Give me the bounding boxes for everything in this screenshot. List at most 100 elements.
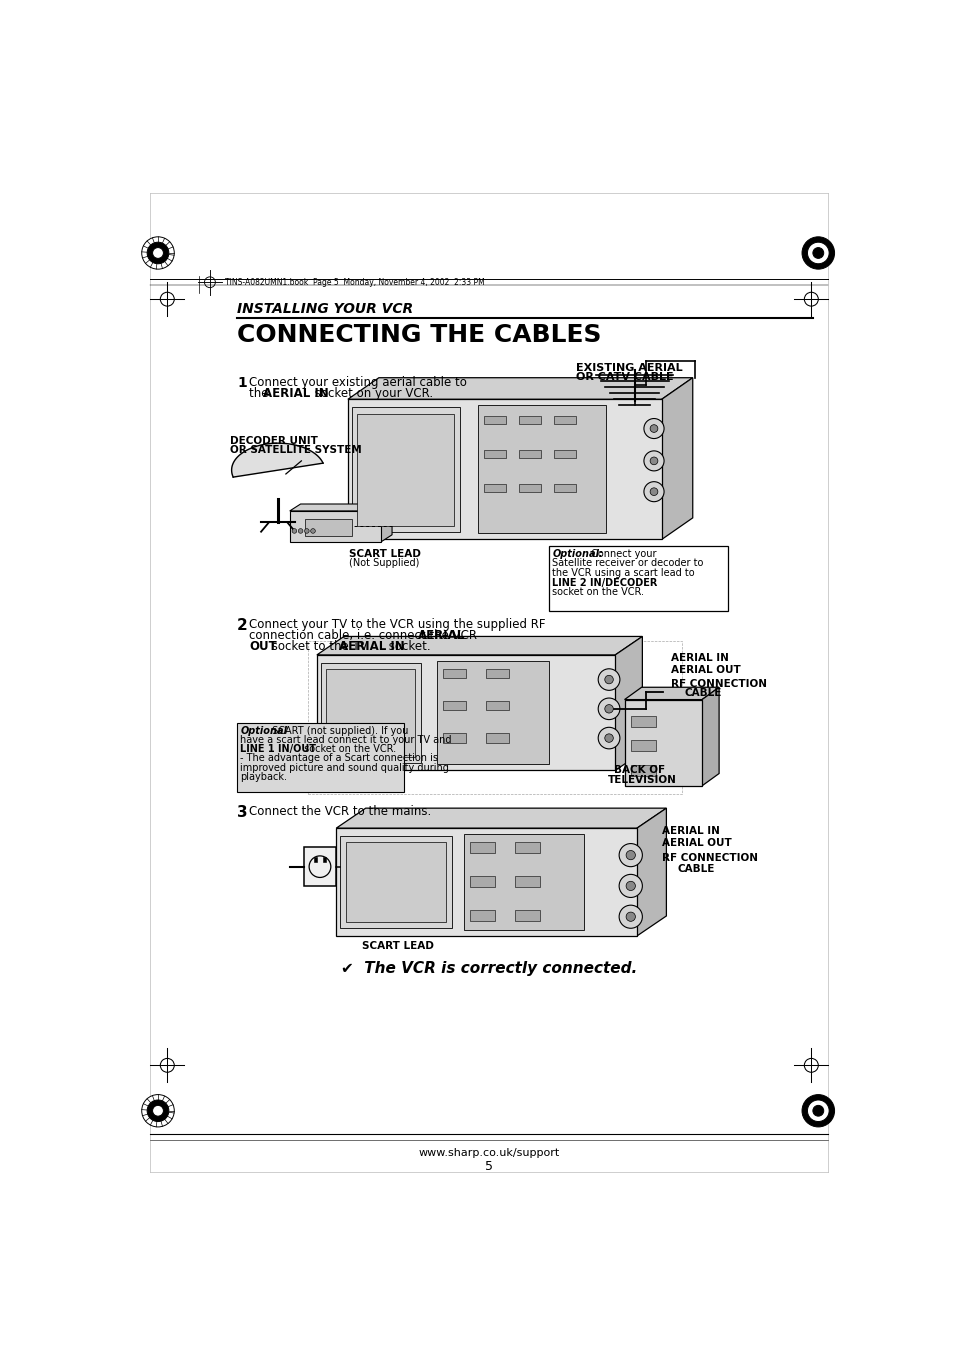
Circle shape bbox=[292, 528, 296, 534]
Circle shape bbox=[147, 242, 169, 263]
Bar bbox=[470, 842, 495, 852]
Text: socket.: socket. bbox=[385, 639, 430, 653]
Text: Connect your existing aerial cable to: Connect your existing aerial cable to bbox=[249, 376, 467, 389]
Text: AERIAL OUT: AERIAL OUT bbox=[670, 665, 740, 676]
Circle shape bbox=[298, 528, 303, 534]
Circle shape bbox=[649, 424, 658, 432]
Bar bbox=[518, 484, 540, 492]
Bar bbox=[352, 407, 459, 532]
Text: socket to the TV: socket to the TV bbox=[268, 639, 371, 653]
Text: playback.: playback. bbox=[240, 771, 287, 782]
Polygon shape bbox=[316, 636, 641, 655]
Bar bbox=[485, 701, 509, 711]
Text: SCART (not supplied). If you: SCART (not supplied). If you bbox=[269, 725, 408, 736]
Circle shape bbox=[604, 734, 613, 742]
Polygon shape bbox=[381, 504, 392, 542]
Text: - The advantage of a Scart connection is: - The advantage of a Scart connection is bbox=[240, 754, 437, 763]
Circle shape bbox=[604, 676, 613, 684]
Circle shape bbox=[625, 881, 635, 890]
Text: have a scart lead connect it to your TV and: have a scart lead connect it to your TV … bbox=[240, 735, 451, 744]
Bar bbox=[290, 511, 381, 542]
Text: OUT: OUT bbox=[249, 639, 277, 653]
Text: SCART LEAD: SCART LEAD bbox=[362, 942, 434, 951]
Bar bbox=[484, 416, 505, 424]
Circle shape bbox=[806, 242, 828, 263]
Text: ✔  The VCR is correctly connected.: ✔ The VCR is correctly connected. bbox=[340, 962, 637, 977]
Bar bbox=[303, 847, 335, 886]
Polygon shape bbox=[232, 443, 323, 477]
Text: the: the bbox=[249, 386, 273, 400]
Bar bbox=[518, 416, 540, 424]
Text: Connect your: Connect your bbox=[587, 549, 656, 559]
Bar bbox=[436, 661, 549, 765]
Circle shape bbox=[152, 247, 163, 258]
Circle shape bbox=[598, 727, 619, 748]
Polygon shape bbox=[637, 808, 666, 936]
Bar bbox=[443, 669, 466, 678]
Bar bbox=[307, 642, 681, 793]
Bar bbox=[477, 405, 605, 534]
Circle shape bbox=[812, 247, 822, 258]
Bar bbox=[345, 842, 446, 923]
Circle shape bbox=[806, 1100, 828, 1121]
Text: OR SATELLITE SYSTEM: OR SATELLITE SYSTEM bbox=[230, 446, 361, 455]
Text: (Not Supplied): (Not Supplied) bbox=[348, 558, 418, 567]
Circle shape bbox=[618, 843, 641, 867]
Text: TINS-A082UMN1.book  Page 5  Monday, November 4, 2002  2:33 PM: TINS-A082UMN1.book Page 5 Monday, Novemb… bbox=[224, 278, 484, 286]
Bar bbox=[554, 484, 575, 492]
Text: Connect your TV to the VCR using the supplied RF: Connect your TV to the VCR using the sup… bbox=[249, 617, 545, 631]
Bar bbox=[554, 416, 575, 424]
Bar bbox=[464, 835, 583, 929]
Circle shape bbox=[643, 451, 663, 471]
Text: CABLE: CABLE bbox=[684, 688, 721, 698]
Text: connection cable, i.e. connect the VCR: connection cable, i.e. connect the VCR bbox=[249, 628, 480, 642]
Text: socket on the VCR.: socket on the VCR. bbox=[301, 744, 396, 754]
Text: 3: 3 bbox=[236, 805, 248, 820]
Bar bbox=[443, 734, 466, 743]
Circle shape bbox=[311, 528, 315, 534]
Bar bbox=[356, 413, 454, 526]
Bar bbox=[484, 484, 505, 492]
Text: CABLE: CABLE bbox=[677, 863, 714, 874]
Text: AERIAL IN: AERIAL IN bbox=[339, 639, 405, 653]
Text: the VCR using a scart lead to: the VCR using a scart lead to bbox=[552, 567, 695, 578]
Circle shape bbox=[801, 236, 834, 269]
Circle shape bbox=[625, 912, 635, 921]
Circle shape bbox=[598, 698, 619, 720]
Bar bbox=[549, 546, 727, 611]
Circle shape bbox=[147, 1100, 169, 1121]
Text: AERIAL IN: AERIAL IN bbox=[263, 386, 329, 400]
Text: INSTALLING YOUR VCR: INSTALLING YOUR VCR bbox=[236, 303, 413, 316]
Text: improved picture and sound quality during: improved picture and sound quality durin… bbox=[240, 763, 449, 773]
Text: DECODER UNIT: DECODER UNIT bbox=[230, 436, 317, 446]
Text: www.sharp.co.uk/support: www.sharp.co.uk/support bbox=[417, 1148, 559, 1158]
Polygon shape bbox=[615, 636, 641, 770]
Circle shape bbox=[643, 419, 663, 439]
Text: 5: 5 bbox=[484, 1161, 493, 1173]
Polygon shape bbox=[335, 808, 666, 828]
Circle shape bbox=[625, 851, 635, 859]
Circle shape bbox=[649, 488, 658, 496]
Text: CONNECTING THE CABLES: CONNECTING THE CABLES bbox=[236, 323, 601, 347]
Circle shape bbox=[643, 482, 663, 501]
Text: Optional: Optional bbox=[240, 725, 287, 736]
Text: RF CONNECTION: RF CONNECTION bbox=[661, 852, 757, 863]
Bar bbox=[323, 858, 326, 862]
Bar bbox=[443, 701, 466, 711]
Polygon shape bbox=[348, 378, 692, 400]
Text: EXISTING AERIAL: EXISTING AERIAL bbox=[576, 363, 682, 373]
Polygon shape bbox=[290, 504, 392, 511]
Circle shape bbox=[604, 705, 613, 713]
Bar bbox=[485, 669, 509, 678]
Bar bbox=[335, 828, 637, 936]
Bar bbox=[348, 400, 661, 539]
Bar bbox=[305, 519, 352, 535]
Circle shape bbox=[812, 1105, 822, 1116]
Bar bbox=[515, 909, 539, 920]
Bar bbox=[320, 662, 421, 763]
Text: Connect the VCR to the mains.: Connect the VCR to the mains. bbox=[249, 805, 432, 819]
Bar bbox=[326, 669, 415, 757]
Bar bbox=[470, 875, 495, 886]
Bar bbox=[470, 909, 495, 920]
Text: LINE 2 IN/DECODER: LINE 2 IN/DECODER bbox=[552, 577, 658, 588]
